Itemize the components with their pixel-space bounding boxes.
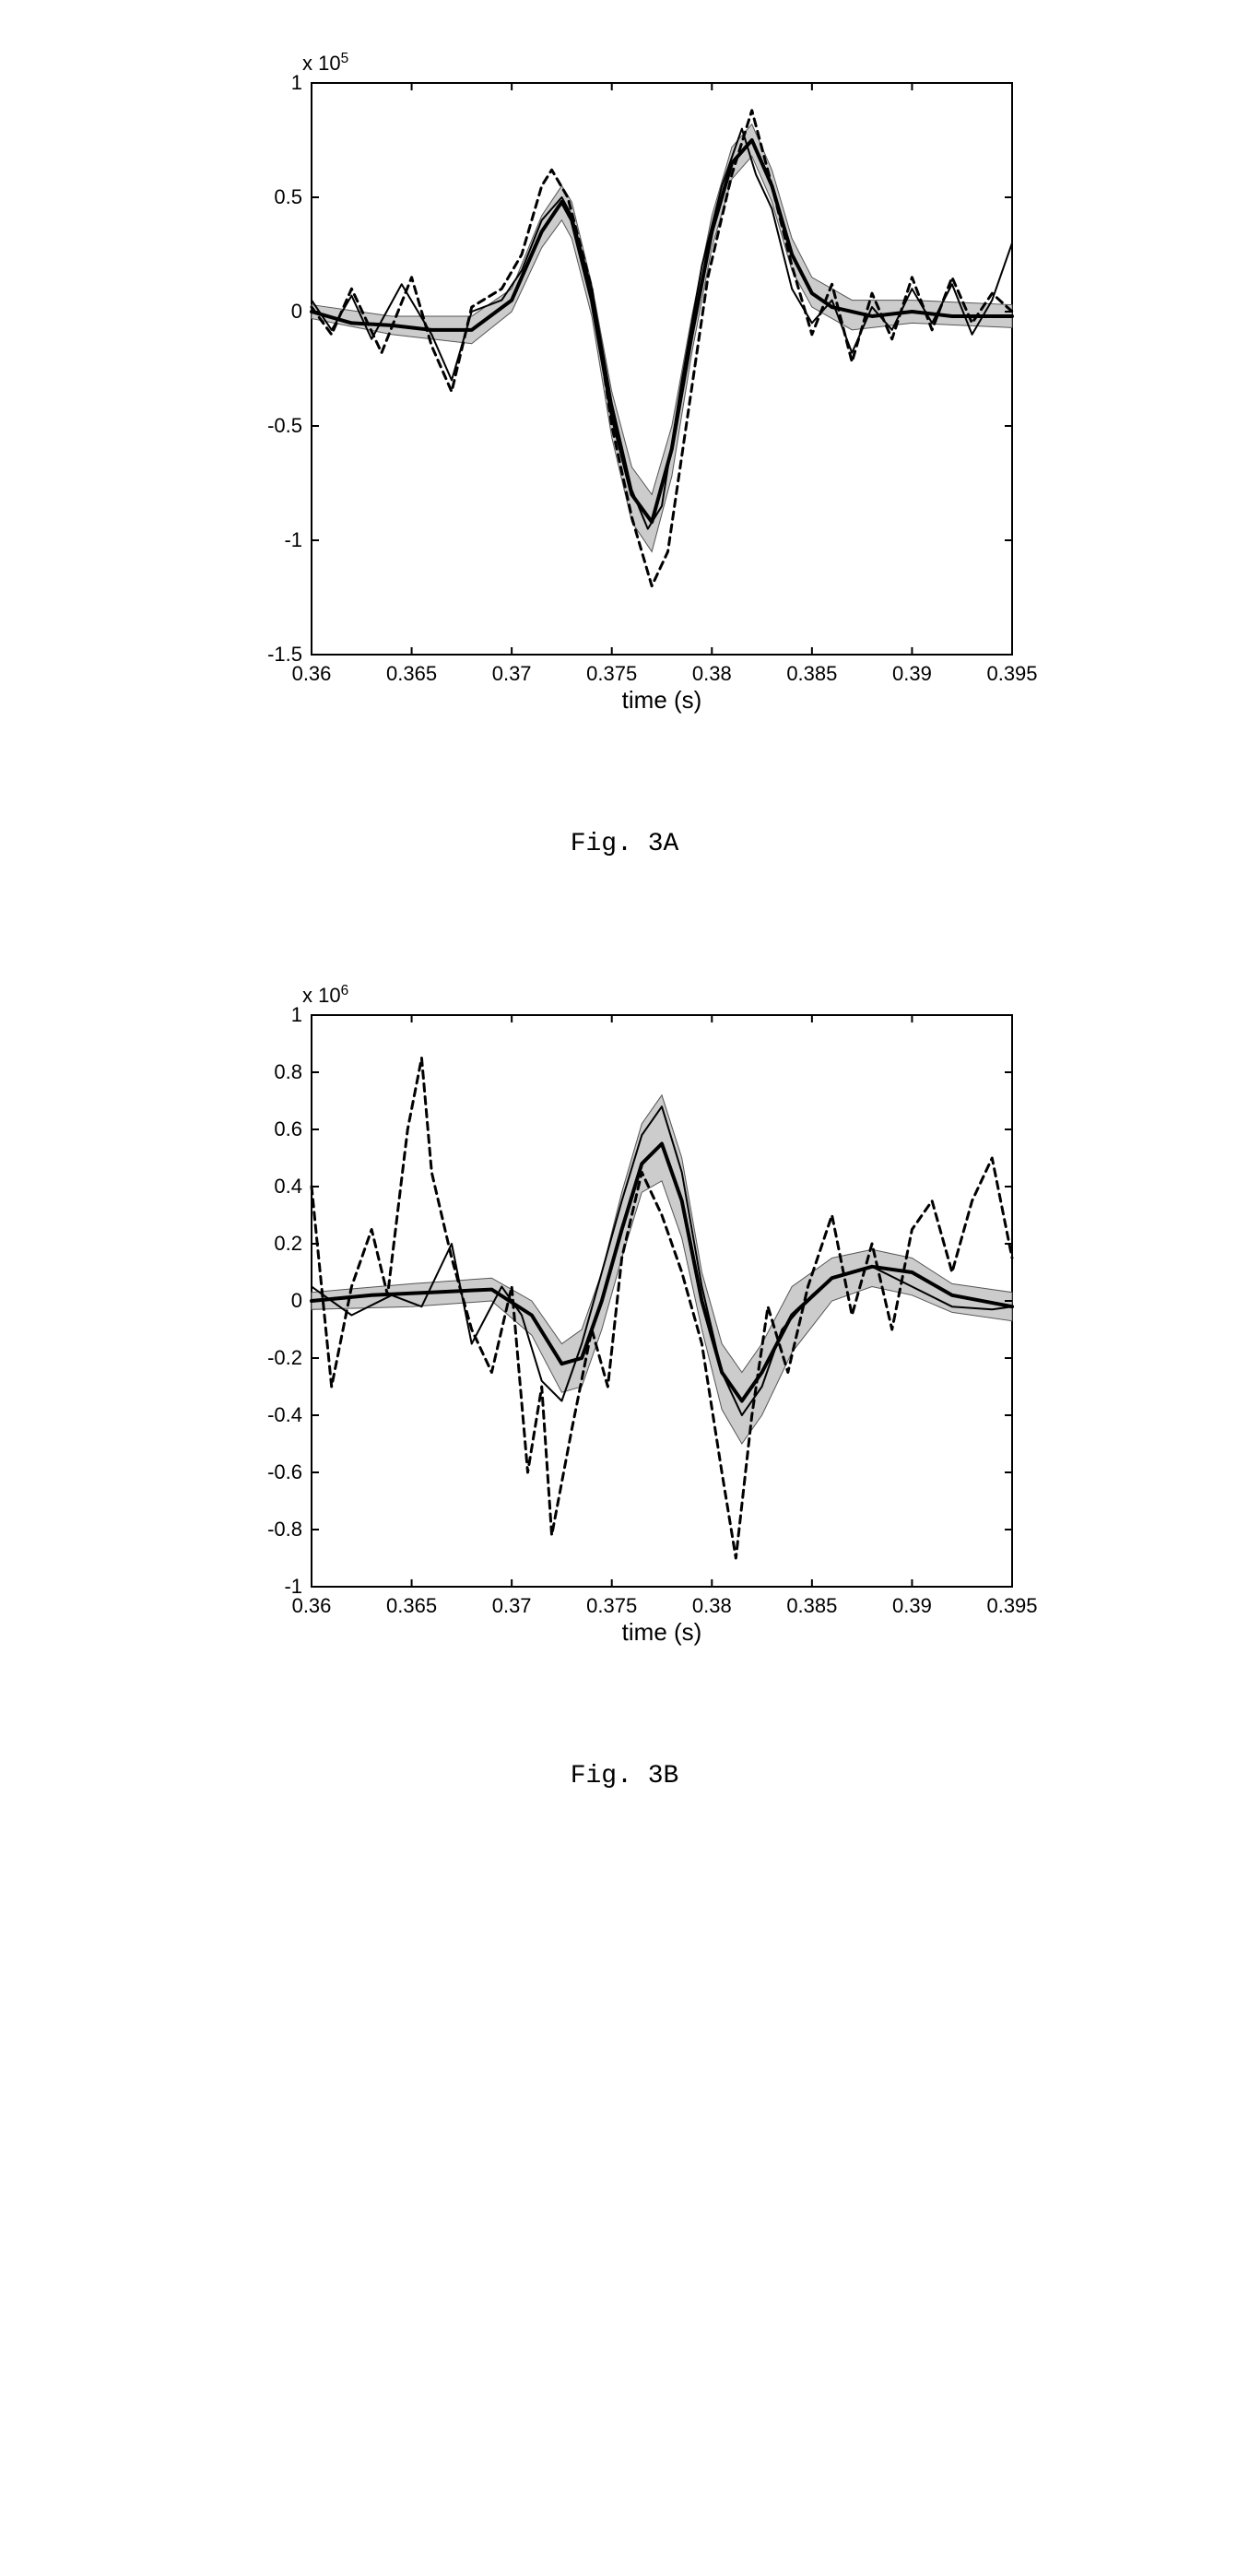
chart-a: 0.360.3650.370.3750.380.3850.390.395-1.5… xyxy=(210,37,1040,738)
ytick-label: 0.5 xyxy=(274,185,302,208)
ytick-label: -0.8 xyxy=(267,1518,302,1541)
ytick-label: -0.6 xyxy=(267,1460,302,1483)
xtick-label: 0.385 xyxy=(786,1594,837,1617)
ytick-label: -0.4 xyxy=(267,1403,302,1426)
xtick-label: 0.39 xyxy=(892,1594,932,1617)
xtick-label: 0.38 xyxy=(691,1594,731,1617)
y-exponent: x 105 xyxy=(302,51,348,76)
ytick-label: 0.8 xyxy=(274,1060,302,1083)
ytick-label: -0.2 xyxy=(267,1346,302,1369)
caption-b: Fig. 3B xyxy=(571,1762,679,1790)
xtick-label: 0.375 xyxy=(586,662,637,685)
xtick-label: 0.385 xyxy=(786,662,837,685)
ytick-label: 0 xyxy=(290,1289,301,1312)
y-exponent: x 106 xyxy=(302,983,348,1008)
xtick-label: 0.395 xyxy=(986,1594,1037,1617)
chart-b: 0.360.3650.370.3750.380.3850.390.395-1-0… xyxy=(210,969,1040,1670)
ytick-label: -1.5 xyxy=(267,643,302,666)
ytick-label: -1 xyxy=(284,528,302,551)
ytick-label: 0.4 xyxy=(274,1175,302,1198)
ytick-label: -0.5 xyxy=(267,414,302,437)
figure-3a: 0.360.3650.370.3750.380.3850.390.395-1.5… xyxy=(210,37,1040,858)
x-axis-label: time (s) xyxy=(621,1618,701,1646)
xtick-label: 0.395 xyxy=(986,662,1037,685)
ytick-label: 0.6 xyxy=(274,1117,302,1140)
xtick-label: 0.38 xyxy=(691,662,731,685)
figure-3b: 0.360.3650.370.3750.380.3850.390.395-1-0… xyxy=(210,969,1040,1790)
xtick-label: 0.375 xyxy=(586,1594,637,1617)
xtick-label: 0.37 xyxy=(491,662,531,685)
ytick-label: 0 xyxy=(290,300,301,323)
ytick-label: 0.2 xyxy=(274,1232,302,1255)
xtick-label: 0.37 xyxy=(491,1594,531,1617)
ytick-label: -1 xyxy=(284,1575,302,1598)
xtick-label: 0.39 xyxy=(892,662,932,685)
xtick-label: 0.365 xyxy=(386,1594,437,1617)
ytick-label: 1 xyxy=(290,1003,301,1026)
xtick-label: 0.365 xyxy=(386,662,437,685)
x-axis-label: time (s) xyxy=(621,686,701,714)
caption-a: Fig. 3A xyxy=(571,830,679,858)
ytick-label: 1 xyxy=(290,71,301,94)
